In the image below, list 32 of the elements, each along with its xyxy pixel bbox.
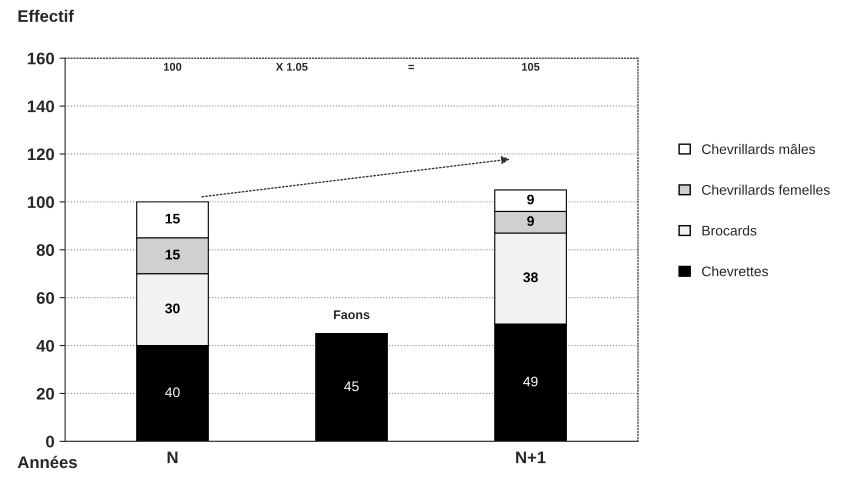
y-tick-label: 40 (36, 340, 54, 352)
data-label: 40 (165, 387, 180, 398)
y-tick-label: 80 (36, 244, 54, 256)
x-tick-label: N+1 (516, 452, 546, 464)
data-label: 15 (166, 250, 180, 260)
data-label: 30 (165, 304, 180, 314)
data-label: 45 (344, 382, 359, 392)
y-axis-title: Effectif (18, 10, 74, 22)
y-tick-label: 140 (28, 100, 54, 112)
annotation: 100 (164, 62, 182, 71)
data-label: 15 (166, 214, 180, 224)
data-label: 49 (523, 376, 538, 386)
y-tick-label: 60 (36, 292, 54, 304)
x-axis-title: Années (18, 456, 77, 468)
legend-label: Chevrillards femelles (702, 184, 830, 195)
annotation: Faons (334, 310, 370, 320)
annotation: 105 (522, 62, 540, 71)
legend-label: Brocards (702, 225, 756, 236)
y-tick-label: 0 (46, 436, 54, 448)
legend-label: Chevrettes (702, 266, 768, 276)
y-tick-label: 160 (28, 52, 54, 64)
y-tick-label: 100 (28, 196, 54, 208)
annotation: = (408, 64, 414, 70)
data-label: 9 (527, 194, 534, 204)
data-label: 9 (527, 216, 534, 226)
x-tick-label: N (168, 452, 178, 464)
legend-label: Chevrillards mâles (702, 144, 816, 154)
annotation: X 1.05 (276, 62, 308, 71)
y-tick-label: 120 (28, 148, 54, 160)
y-tick-label: 20 (36, 388, 54, 400)
data-label: 38 (523, 272, 538, 282)
bar (315, 333, 388, 442)
